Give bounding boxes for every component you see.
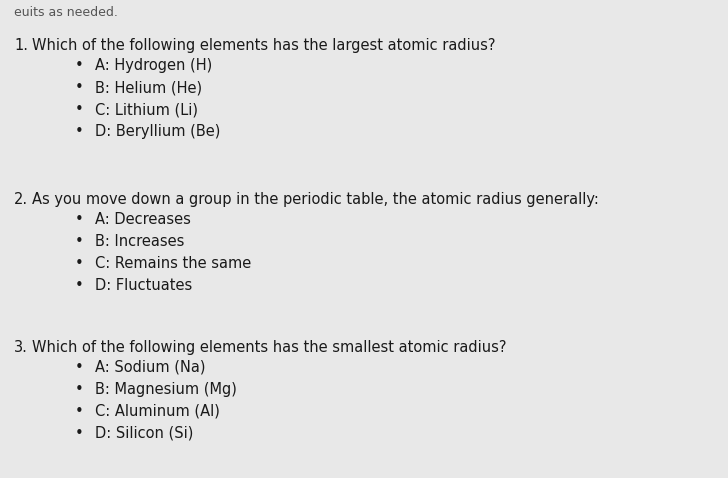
Text: A: Sodium (Na): A: Sodium (Na) [95, 360, 205, 375]
Text: •: • [75, 234, 84, 249]
Text: B: Magnesium (Mg): B: Magnesium (Mg) [95, 382, 237, 397]
Text: •: • [75, 256, 84, 271]
Text: euits as needed.: euits as needed. [14, 6, 118, 19]
Text: D: Beryllium (Be): D: Beryllium (Be) [95, 124, 221, 139]
Text: •: • [75, 212, 84, 227]
Text: •: • [75, 102, 84, 117]
Text: D: Fluctuates: D: Fluctuates [95, 278, 192, 293]
Text: 2.: 2. [14, 192, 28, 207]
Text: C: Aluminum (Al): C: Aluminum (Al) [95, 404, 220, 419]
Text: •: • [75, 426, 84, 441]
Text: •: • [75, 360, 84, 375]
Text: •: • [75, 382, 84, 397]
Text: •: • [75, 58, 84, 73]
Text: C: Remains the same: C: Remains the same [95, 256, 251, 271]
Text: Which of the following elements has the largest atomic radius?: Which of the following elements has the … [32, 38, 496, 53]
Text: As you move down a group in the periodic table, the atomic radius generally:: As you move down a group in the periodic… [32, 192, 599, 207]
Text: •: • [75, 404, 84, 419]
Text: •: • [75, 80, 84, 95]
Text: 1.: 1. [14, 38, 28, 53]
Text: Which of the following elements has the smallest atomic radius?: Which of the following elements has the … [32, 340, 507, 355]
Text: C: Lithium (Li): C: Lithium (Li) [95, 102, 198, 117]
Text: 3.: 3. [14, 340, 28, 355]
Text: A: Hydrogen (H): A: Hydrogen (H) [95, 58, 213, 73]
Text: A: Decreases: A: Decreases [95, 212, 191, 227]
Text: D: Silicon (Si): D: Silicon (Si) [95, 426, 194, 441]
Text: B: Increases: B: Increases [95, 234, 184, 249]
Text: B: Helium (He): B: Helium (He) [95, 80, 202, 95]
Text: •: • [75, 124, 84, 139]
Text: •: • [75, 278, 84, 293]
